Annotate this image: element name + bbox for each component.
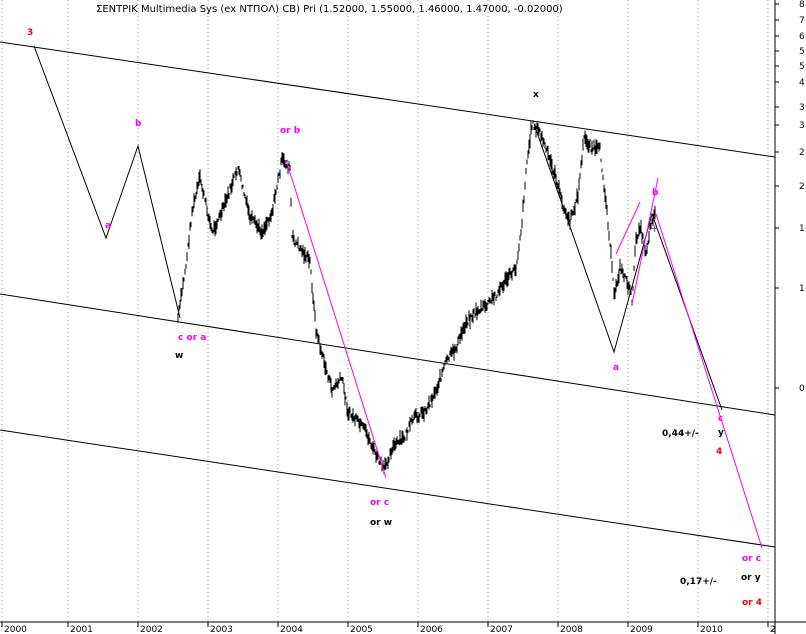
- x-tick-label: 2002: [140, 625, 163, 634]
- y-tick-label: 0: [799, 384, 805, 394]
- wave-label: or b: [280, 126, 301, 136]
- y-tick-label: 4: [799, 78, 805, 88]
- x-tick-label: 2010: [700, 625, 723, 634]
- x-tick-label: 2008: [560, 625, 583, 634]
- x-tick-label: 2009: [630, 625, 653, 634]
- wave-line-magenta: [655, 213, 763, 549]
- y-tick-label: 7: [799, 16, 805, 26]
- x-axis: 2000 2001 2002 2003 2004 2005 2006 2007 2008 2009…: [0, 621, 806, 634]
- wave-label: y: [718, 428, 724, 438]
- x-tick-label: 2001: [70, 625, 93, 634]
- trend-channel-lines: [0, 41, 776, 548]
- wave-label: 3: [27, 28, 33, 38]
- y-tick-label: 6: [799, 32, 805, 42]
- y-tick-label: 3: [799, 103, 805, 113]
- x-tick-label: 2003: [210, 625, 233, 634]
- wave-line-magenta: [631, 177, 659, 305]
- wave-label: w: [175, 351, 183, 361]
- price-series: [177, 120, 656, 475]
- wave-label: b: [652, 188, 659, 198]
- x-tick-label: 2007: [490, 625, 513, 634]
- wave-label: x: [533, 90, 539, 100]
- y-tick-label: 2: [799, 148, 805, 158]
- wave-label: or c: [370, 498, 389, 508]
- wave-label: a: [105, 221, 111, 231]
- y-tick-label: 1: [799, 284, 805, 294]
- channel-line: [0, 429, 776, 548]
- chart-title: ΣΕΝΤΡΙΚ Multimedia Sys (ex ΝΤΠΟΛ) CB) Pr…: [96, 4, 563, 15]
- x-tick-label: 2004: [280, 625, 303, 634]
- wave-labels: 3 b a c or a w or b or c or w x b a cy 4 or c or y or 4: [27, 28, 762, 608]
- x-tick-label: 2000: [4, 625, 27, 634]
- cross-marker: +: [650, 222, 659, 235]
- wave-label: or w: [370, 518, 392, 528]
- wave-label: 4: [716, 447, 722, 457]
- wave-label: or y: [741, 573, 761, 583]
- channel-line: [0, 293, 776, 416]
- x-tick-label: 2005: [350, 625, 373, 634]
- wave-label: or 4: [742, 598, 762, 608]
- target-notes: 0,44+/- 0,17+/-: [662, 429, 717, 587]
- wave-label: b: [135, 119, 142, 129]
- target-note: 0,17+/-: [680, 577, 717, 587]
- y-tick-label: 8: [799, 0, 805, 10]
- wave-label: c or a: [178, 333, 206, 343]
- target-note: 0,44+/-: [662, 429, 699, 439]
- x-tick-label: 2: [770, 625, 776, 634]
- y-tick-label: 2: [799, 182, 805, 192]
- wave-line-black: [33, 45, 181, 319]
- wave-label: c: [718, 414, 723, 424]
- y-tick-label: 5: [799, 62, 805, 72]
- wave-line-black: [533, 123, 723, 411]
- y-tick-label: 1: [799, 224, 805, 234]
- y-tick-label: 5: [799, 47, 805, 57]
- channel-line: [0, 41, 776, 158]
- y-axis: 8 7 6 5 5 4 3 3 2 2 1 1 0: [774, 0, 805, 634]
- wave-label: or c: [742, 554, 761, 564]
- wave-count-lines: +: [33, 45, 763, 549]
- wave-line-magenta: [285, 159, 387, 479]
- x-tick-label: 2006: [420, 625, 443, 634]
- wave-line-magenta: [615, 201, 641, 255]
- y-tick-label: 3: [799, 121, 805, 131]
- wave-label: a: [613, 363, 619, 373]
